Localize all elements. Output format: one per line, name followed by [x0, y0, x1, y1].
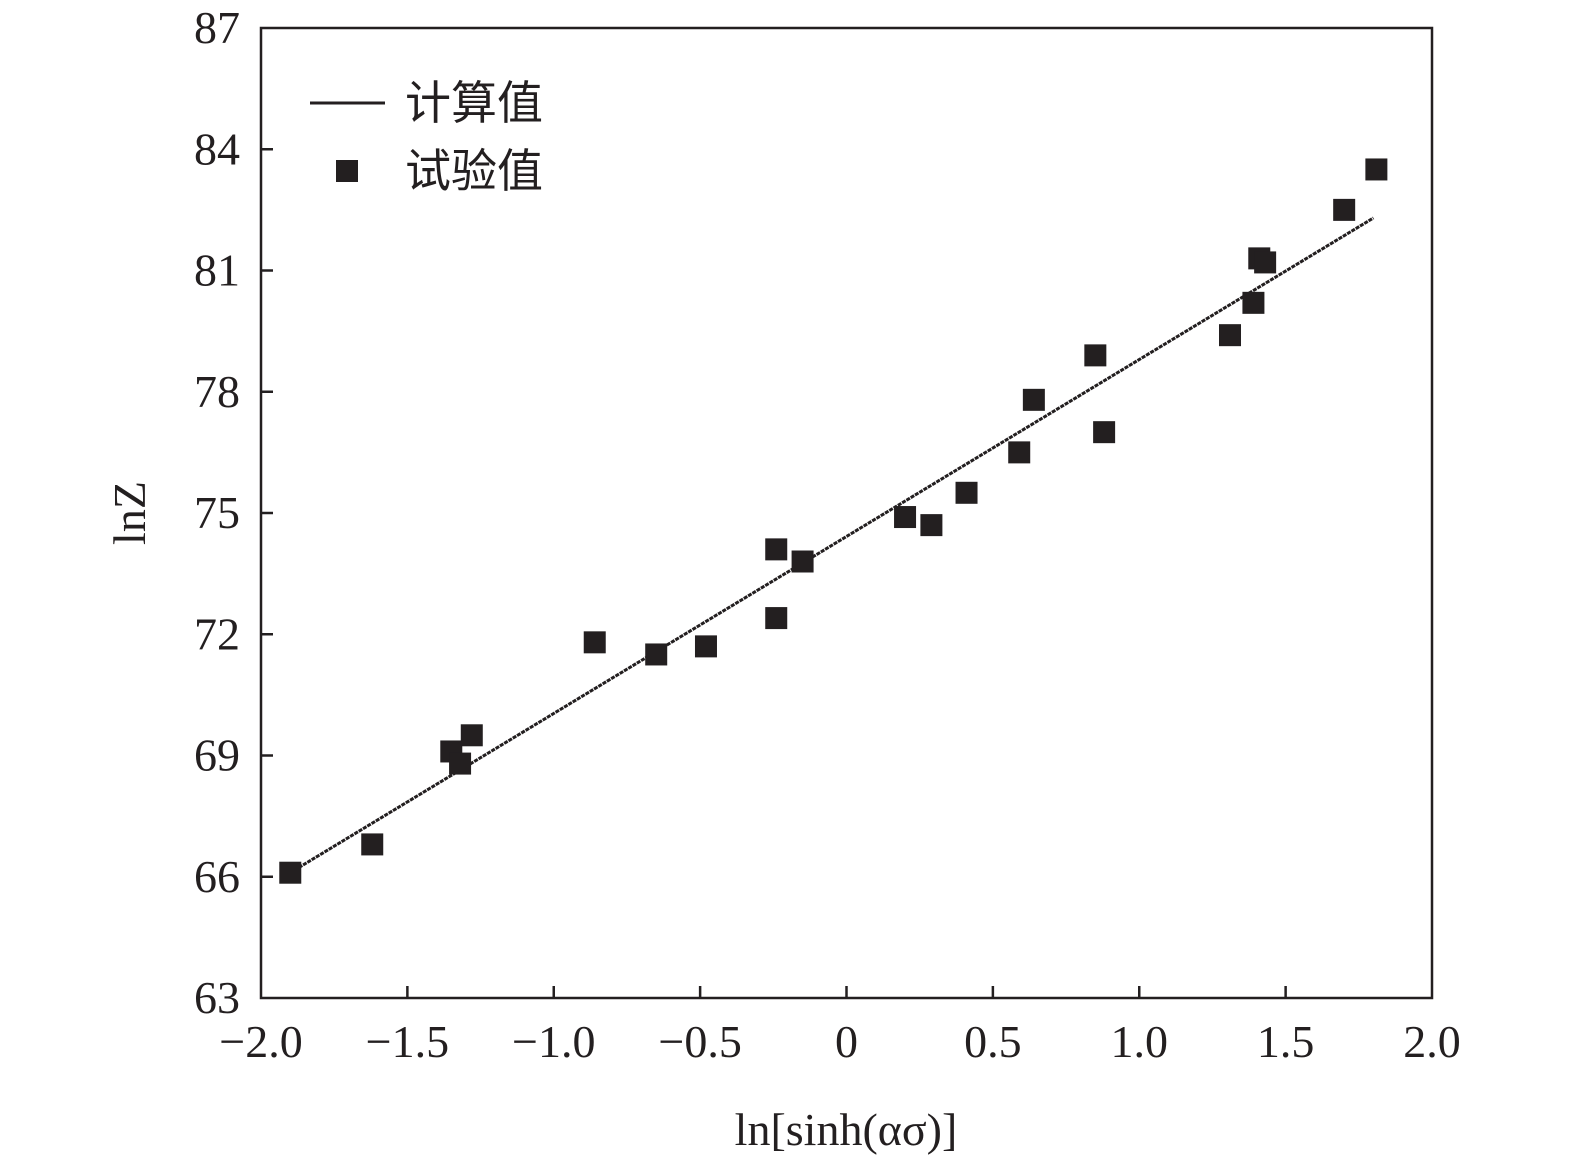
x-tick-label: 0	[835, 1016, 858, 1067]
x-tick-label: 1.5	[1257, 1016, 1315, 1067]
y-tick-label: 75	[194, 487, 240, 538]
y-tick-label: 69	[194, 730, 240, 781]
data-point	[279, 861, 302, 884]
x-axis-title: ln[sinh(ασ)]	[735, 1104, 958, 1155]
y-tick-label: 63	[194, 972, 240, 1023]
y-tick-label: 81	[194, 245, 240, 296]
data-point	[694, 635, 717, 658]
data-point	[955, 481, 978, 504]
data-point	[583, 631, 606, 654]
legend-label-calculated: 计算值	[405, 76, 543, 130]
x-tick-label: 1.0	[1111, 1016, 1169, 1067]
y-tick-label: 87	[194, 2, 240, 53]
legend-label-experimental: 试验值	[405, 144, 543, 198]
legend: 计算值 试验值	[310, 76, 543, 198]
x-tick-label: −1.0	[512, 1016, 595, 1067]
legend-square-swatch	[336, 160, 358, 182]
data-point	[1254, 251, 1277, 274]
data-point	[1333, 198, 1356, 221]
y-axis-title: lnZ	[104, 481, 155, 545]
x-tick-label: 2.0	[1403, 1016, 1461, 1067]
data-point	[1084, 344, 1107, 367]
data-point	[361, 833, 384, 856]
x-tick-label: −2.0	[219, 1016, 302, 1067]
y-axis-ticks: 63 66 69 72 75 78 81 84 87	[194, 2, 273, 1023]
data-point	[894, 506, 917, 529]
y-tick-label: 72	[194, 608, 240, 659]
data-point	[1022, 388, 1045, 411]
x-tick-label: −0.5	[658, 1016, 741, 1067]
x-axis-ticks: −2.0 −1.5 −1.0 −0.5 0 0.5 1.0 1.5 2.0	[219, 986, 1461, 1067]
data-point	[765, 538, 788, 561]
data-point	[449, 752, 472, 775]
y-tick-label: 78	[194, 366, 240, 417]
data-point	[791, 550, 814, 573]
data-point	[1242, 291, 1265, 314]
data-point	[645, 643, 668, 666]
x-tick-label: −1.5	[366, 1016, 449, 1067]
data-point	[460, 724, 483, 747]
data-point	[1219, 324, 1242, 347]
y-tick-label: 66	[194, 851, 240, 902]
data-point	[1008, 441, 1031, 464]
data-point	[765, 607, 788, 630]
data-point	[920, 514, 943, 537]
data-point	[1093, 421, 1116, 444]
x-tick-label: 0.5	[964, 1016, 1022, 1067]
data-point	[1365, 158, 1388, 181]
series-layer	[279, 158, 1388, 884]
y-tick-label: 84	[194, 123, 240, 174]
